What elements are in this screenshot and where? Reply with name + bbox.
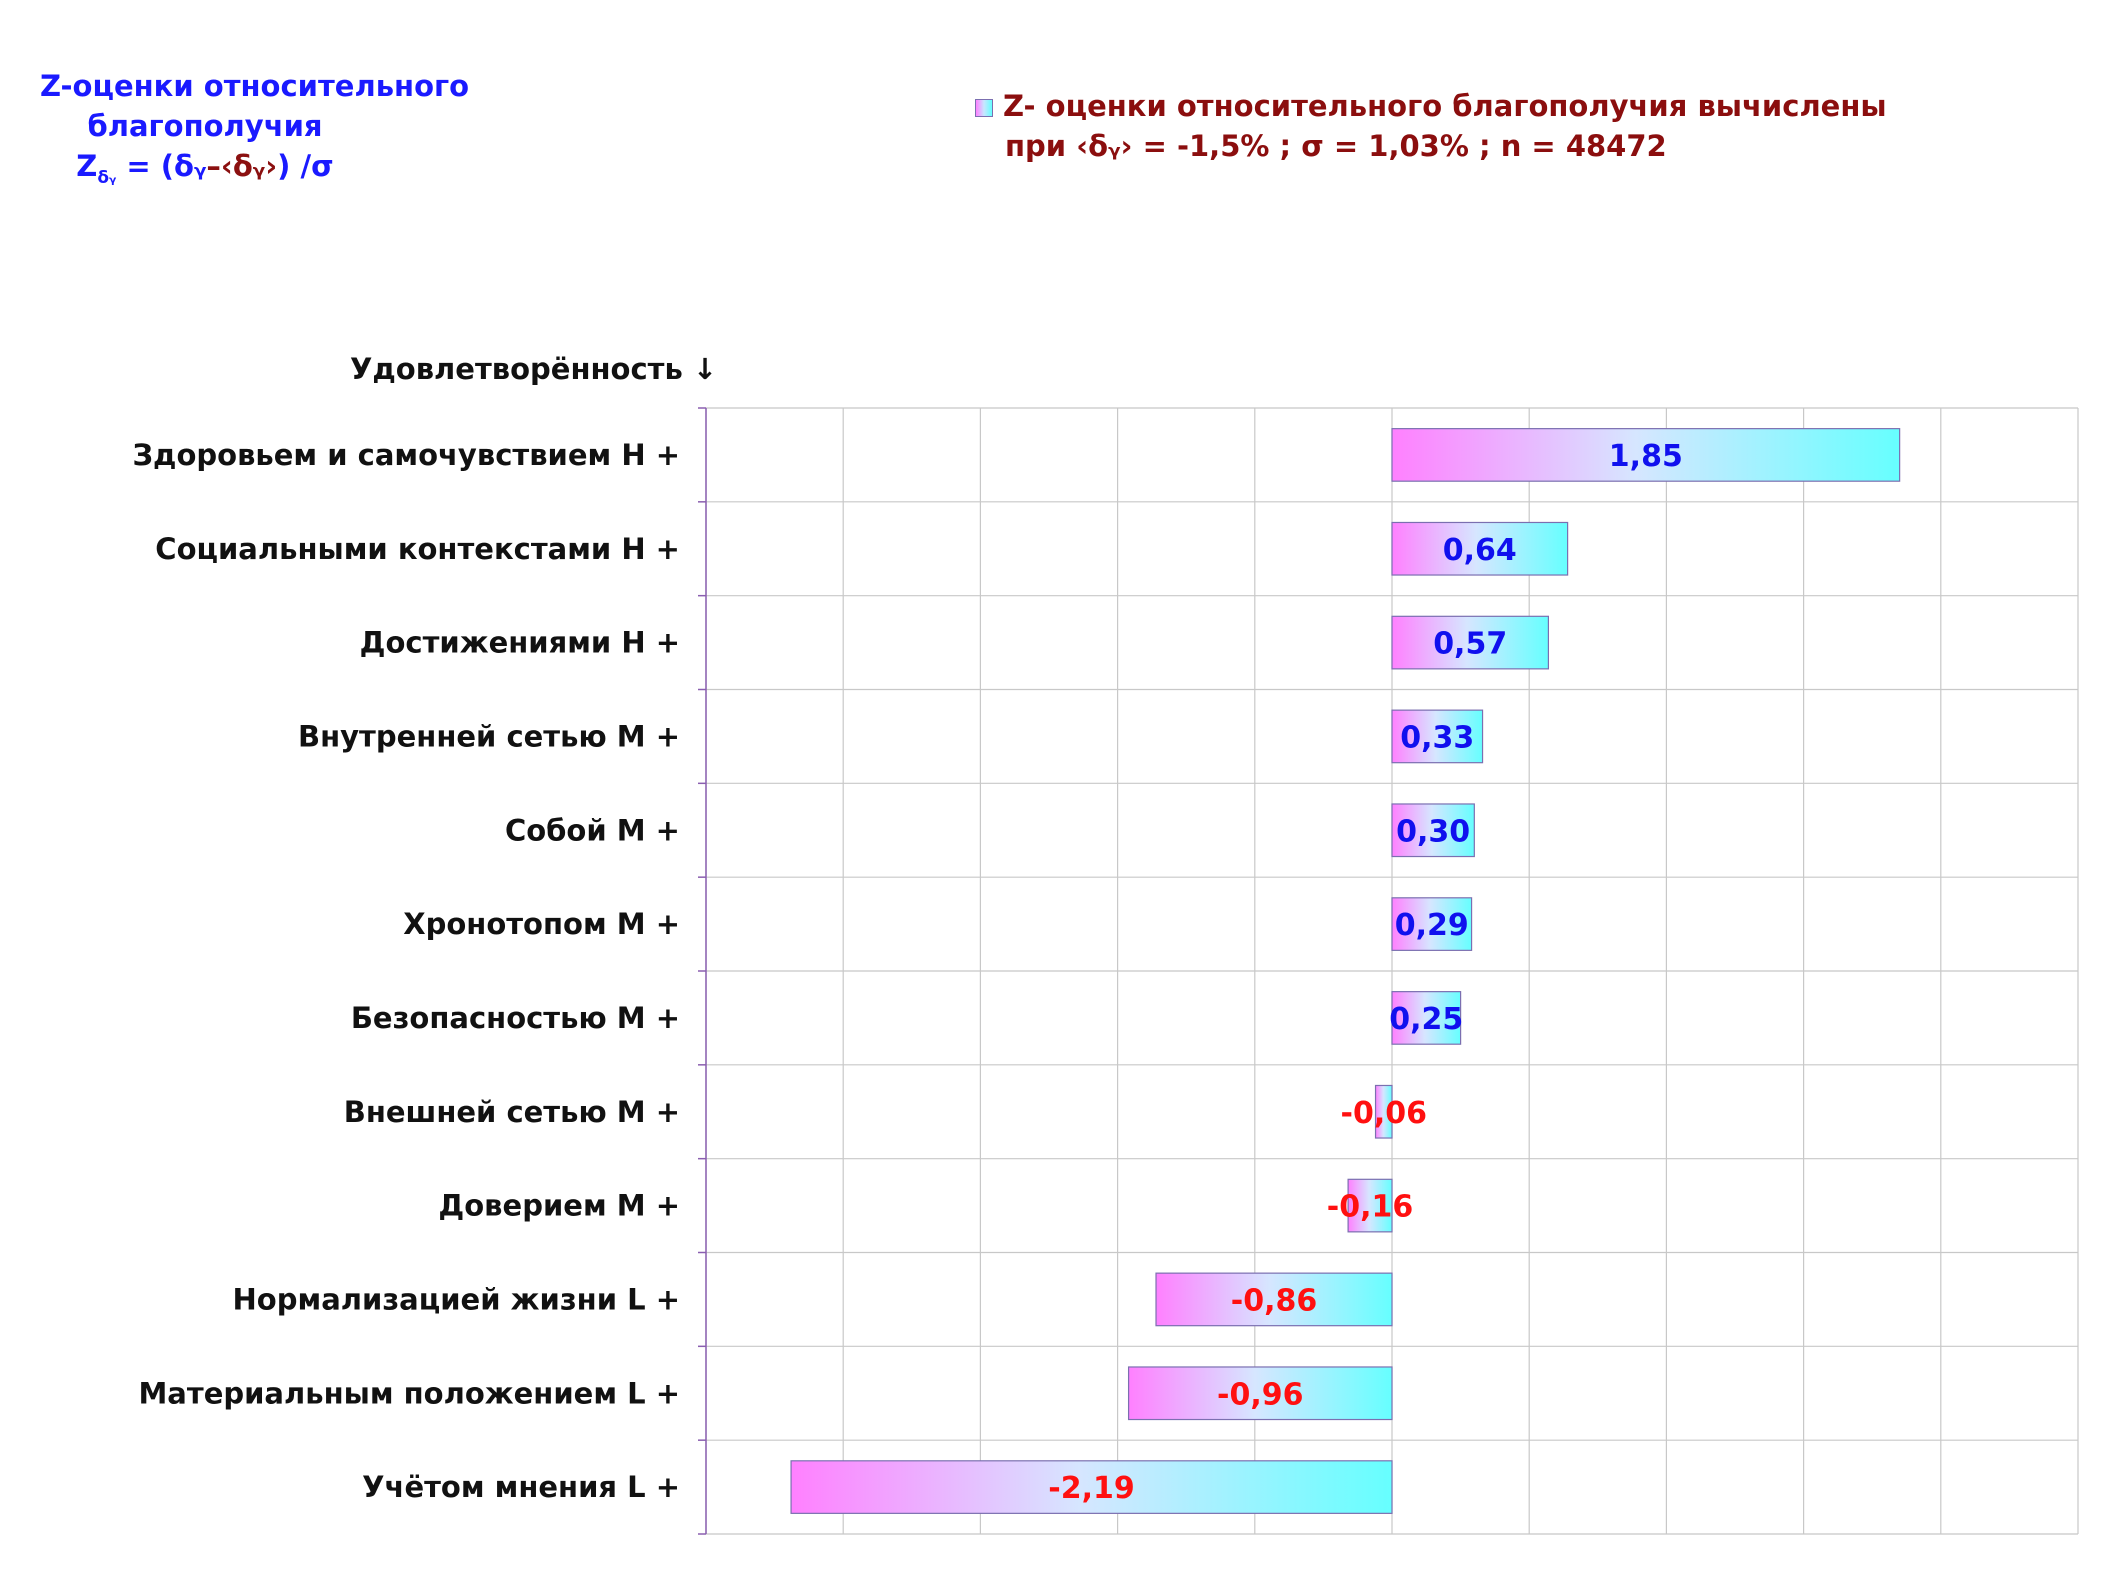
value-labels: 1,85 0,64 0,57 0,33 0,30 0,29 0,25 -0,06 -0,16 -0…: [1048, 439, 1683, 1506]
category-axis-label: Удовлетворённость ↓: [350, 352, 718, 386]
value-label: 0,30: [1396, 814, 1470, 849]
title-formula: Zδᵧ = (δᵧ–‹δᵧ›) /σ: [40, 146, 370, 198]
bar: [1391, 709, 1484, 764]
value-label: 0,57: [1433, 627, 1507, 662]
category-label: Внутренней сетью M +: [298, 719, 680, 753]
bar: [790, 1460, 1393, 1514]
value-label: -0,06: [1341, 1096, 1427, 1131]
category-label: Материальным положением L +: [138, 1376, 680, 1410]
category-labels: Здоровьем и самочувствием H + Социальными…: [132, 438, 680, 1504]
bar: [1391, 803, 1475, 858]
value-label: -0,16: [1327, 1190, 1413, 1225]
bar: [1391, 991, 1462, 1045]
title-line-2: благополучия: [87, 109, 323, 143]
category-label: Собой M +: [505, 813, 680, 847]
bar: [1155, 1272, 1393, 1327]
category-label: Внешней сетью M +: [344, 1095, 680, 1129]
formula-z: Z: [76, 149, 98, 183]
value-label: 0,64: [1443, 533, 1517, 568]
legend-swatch: [975, 99, 993, 117]
bar: [1374, 1084, 1393, 1139]
value-label: 0,29: [1395, 908, 1469, 943]
grid: [698, 407, 2079, 1535]
bar: [1391, 615, 1550, 670]
value-label: -0,86: [1231, 1283, 1317, 1318]
formula-minus: –: [206, 149, 221, 183]
category-label: Здоровьем и самочувствием H +: [132, 438, 680, 472]
category-label: Достижениями H +: [360, 626, 680, 660]
bar: [1347, 1178, 1393, 1233]
bar: [1391, 521, 1569, 576]
value-label: 1,85: [1609, 439, 1683, 474]
category-label: Нормализацией жизни L +: [233, 1282, 680, 1316]
legend-line-2: при ‹δᵧ› = -1,5% ; σ = 1,03% ; n = 48472: [1005, 129, 1667, 163]
category-label: Хронотопом M +: [403, 907, 680, 941]
formula-mean: ‹δᵧ›: [220, 149, 278, 183]
formula-subscript: δᵧ: [97, 167, 117, 188]
category-label: Безопасностью M +: [351, 1001, 680, 1035]
value-label: 0,33: [1400, 720, 1474, 755]
bar: [1127, 1366, 1393, 1421]
category-label: Социальными контекстами H +: [155, 532, 680, 566]
formula-delta: δᵧ: [174, 149, 207, 183]
value-label: 0,25: [1389, 1002, 1463, 1037]
value-label: -2,19: [1048, 1471, 1134, 1506]
category-label: Доверием M +: [438, 1189, 680, 1223]
bar: [1391, 897, 1473, 951]
formula-tail: ) /σ: [277, 149, 334, 183]
legend: Z- оценки относительного благополучия вы…: [975, 86, 1887, 166]
bars: [790, 428, 1901, 1514]
bar: [1391, 428, 1901, 482]
value-label: -0,96: [1217, 1377, 1303, 1412]
legend-line-1: Z- оценки относительного благополучия вы…: [1003, 89, 1887, 123]
formula-eq: = (: [116, 149, 175, 183]
category-label: Учётом мнения L +: [362, 1470, 680, 1504]
